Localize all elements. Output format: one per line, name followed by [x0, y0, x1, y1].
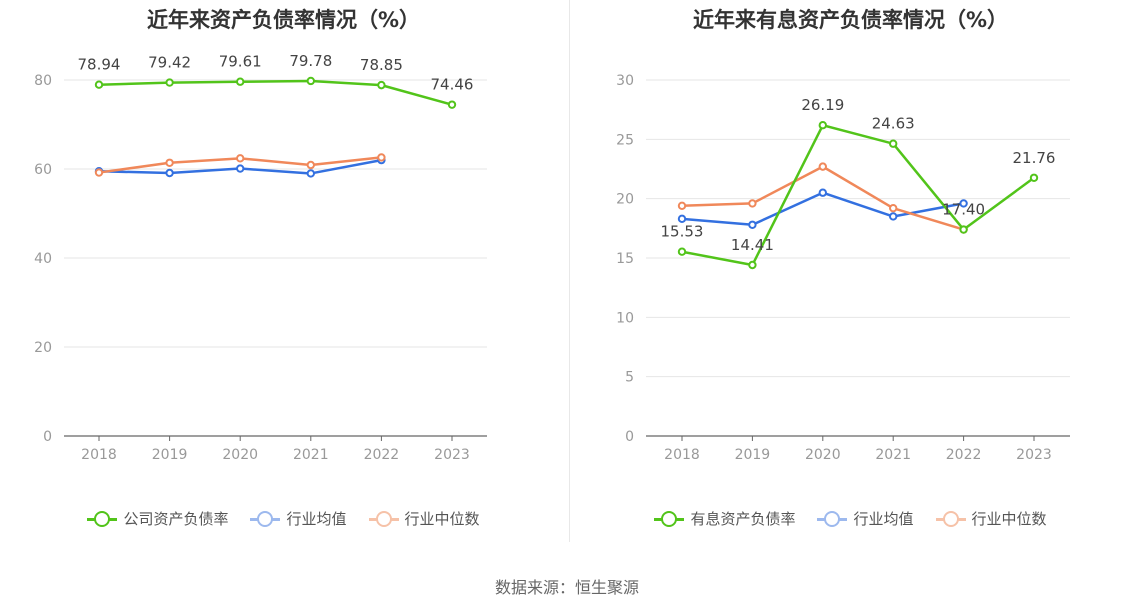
data-point [677, 201, 687, 210]
x-tick-label: 2019 [152, 447, 188, 463]
legend-label: 行业均值 [286, 510, 347, 528]
data-point [677, 214, 687, 224]
legend-item-industry-median[interactable]: 行业中位数 [368, 508, 480, 529]
data-label: 78.94 [78, 56, 121, 74]
data-label: 14.41 [731, 236, 774, 254]
legend-item-company[interactable]: 公司资产负债率 [87, 508, 228, 529]
line-chart-interest-debt-ratio: 0 5 10 15 20 25 30 2018 2019 2020 2021 2022 2023 15.5… [616, 73, 1070, 463]
data-point [1029, 173, 1039, 182]
series-line [98, 79, 453, 106]
data-point [236, 77, 245, 86]
legend: 公司资产负债率 行业均值 行业中位数 [0, 508, 567, 529]
data-point [677, 247, 687, 256]
data-point [306, 160, 315, 170]
data-point [889, 139, 898, 148]
line-chart-debt-ratio: 0 20 40 60 80 2018 2019 2020 2021 2022 2023 78.94 79… [34, 52, 487, 463]
legend-item-industry-median[interactable]: 行业中位数 [935, 508, 1047, 529]
chart-title: 近年来有息资产负债率情况（%） [692, 8, 1009, 32]
data-point [94, 80, 104, 89]
data-point [748, 260, 757, 270]
data-point [959, 199, 968, 208]
y-tick-label: 20 [616, 192, 634, 208]
data-point [306, 76, 315, 86]
data-point [447, 100, 457, 109]
data-point [818, 162, 828, 171]
chart-panel-debt-ratio: 近年来资产负债率情况（%） 0 20 40 60 80 2018 2019 2020 2021 2… [0, 0, 567, 560]
data-point [748, 199, 757, 208]
data-point [377, 80, 386, 90]
x-tick-label: 2021 [293, 447, 329, 463]
data-label: 79.61 [219, 53, 262, 71]
x-tick-label: 2021 [875, 447, 911, 463]
data-point [94, 168, 104, 177]
x-tick-label: 2022 [946, 447, 982, 463]
x-tick-label: 2018 [81, 447, 117, 463]
legend-label: 行业中位数 [404, 510, 480, 528]
data-point [818, 188, 828, 197]
y-tick-label: 15 [616, 251, 634, 267]
y-tick-label: 20 [34, 340, 52, 356]
legend: 有息资产负债率 行业均值 行业中位数 [567, 508, 1134, 529]
data-point [377, 153, 386, 162]
data-label: 24.63 [872, 115, 915, 133]
series-line [681, 165, 964, 231]
x-tick-label: 2020 [222, 447, 258, 463]
legend-label: 有息资产负债率 [690, 510, 796, 528]
y-tick-label: 30 [616, 73, 634, 89]
chart-title: 近年来资产负债率情况（%） [146, 8, 421, 32]
legend-item-industry-mean[interactable]: 行业均值 [817, 508, 914, 529]
legend-label: 行业均值 [853, 510, 914, 528]
legend-marker-icon [368, 510, 399, 527]
x-tick-label: 2020 [805, 447, 841, 463]
x-tick-label: 2018 [664, 447, 700, 463]
chart-panel-interest-debt-ratio: 近年来有息资产负债率情况（%） 0 5 10 15 20 25 30 2018 2019 2020… [567, 0, 1134, 560]
y-tick-label: 25 [616, 132, 634, 148]
x-tick-label: 2023 [434, 447, 470, 463]
legend-marker-icon [935, 510, 966, 527]
data-point [236, 164, 245, 173]
data-point [306, 169, 315, 178]
data-label: 17.40 [942, 201, 985, 219]
data-point [818, 121, 828, 130]
y-tick-label: 10 [616, 310, 634, 326]
data-point [165, 158, 174, 167]
y-tick-label: 0 [43, 429, 52, 445]
panel-divider [569, 0, 570, 542]
data-point [748, 220, 757, 229]
y-tick-label: 5 [625, 370, 634, 386]
y-tick-label: 60 [34, 162, 52, 178]
x-tick-label: 2023 [1016, 447, 1052, 463]
data-label: 21.76 [1013, 149, 1056, 167]
x-tick-label: 2022 [364, 447, 400, 463]
data-source-note: 数据来源：恒生聚源 [494, 578, 639, 597]
legend-label: 行业中位数 [971, 510, 1047, 528]
legend-item-industry-mean[interactable]: 行业均值 [250, 508, 347, 529]
data-point [959, 225, 968, 234]
data-label: 74.46 [431, 76, 474, 94]
x-tick-label: 2019 [735, 447, 771, 463]
y-tick-label: 80 [34, 73, 52, 89]
data-label: 15.53 [661, 223, 704, 241]
data-point [165, 78, 174, 87]
data-point [889, 212, 898, 221]
legend-label: 公司资产负债率 [123, 510, 229, 528]
data-label: 26.19 [801, 96, 844, 114]
data-label: 78.85 [360, 56, 403, 74]
data-label: 79.42 [148, 54, 191, 72]
data-point [236, 154, 245, 163]
legend-marker-icon [87, 510, 118, 527]
y-tick-label: 0 [625, 429, 634, 445]
y-tick-label: 40 [34, 251, 52, 267]
data-point [889, 203, 898, 213]
series-line [681, 123, 1035, 267]
series-line [681, 191, 964, 227]
legend-marker-icon [817, 510, 848, 527]
legend-item-company[interactable]: 有息资产负债率 [654, 508, 795, 529]
legend-marker-icon [654, 510, 685, 527]
data-label: 79.78 [289, 52, 332, 70]
legend-marker-icon [250, 510, 281, 527]
data-point [165, 168, 174, 178]
